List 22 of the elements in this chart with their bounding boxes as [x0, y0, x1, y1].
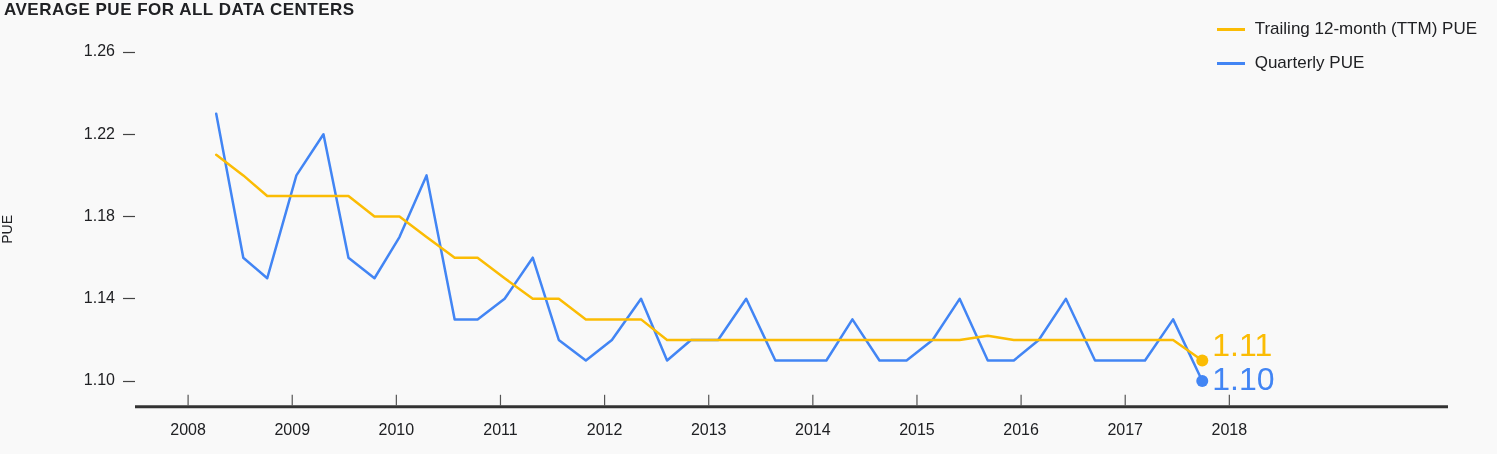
x-tick-label: 2009: [274, 420, 311, 438]
y-tick-label: 1.14: [83, 289, 116, 307]
y-tick-label: 1.22: [83, 124, 116, 142]
x-tick-label: 2018: [1211, 420, 1248, 438]
legend-label: Quarterly PUE: [1254, 53, 1365, 73]
x-tick-label: 2015: [899, 420, 935, 438]
x-tick-label: 2008: [170, 420, 206, 438]
legend-label: Trailing 12-month (TTM) PUE: [1254, 19, 1477, 39]
y-tick-label: 1.10: [83, 371, 116, 389]
chart-title: AVERAGE PUE FOR ALL DATA CENTERS: [4, 0, 355, 20]
y-tick-label: 1.26: [83, 42, 116, 60]
x-tick-label: 2012: [586, 420, 623, 438]
data-label: 1.10: [1212, 360, 1275, 397]
x-tick-label: 2014: [795, 420, 831, 438]
y-axis-title: PUE: [0, 215, 16, 244]
x-tick-label: 2011: [483, 420, 518, 438]
y-tick-label: 1.18: [83, 206, 116, 224]
data-label: 1.11: [1212, 326, 1273, 363]
x-tick-label: 2016: [1003, 420, 1039, 438]
x-tick-label: 2013: [690, 420, 727, 438]
x-tick-label: 2017: [1107, 420, 1144, 438]
x-tick-label: 2010: [378, 420, 415, 438]
